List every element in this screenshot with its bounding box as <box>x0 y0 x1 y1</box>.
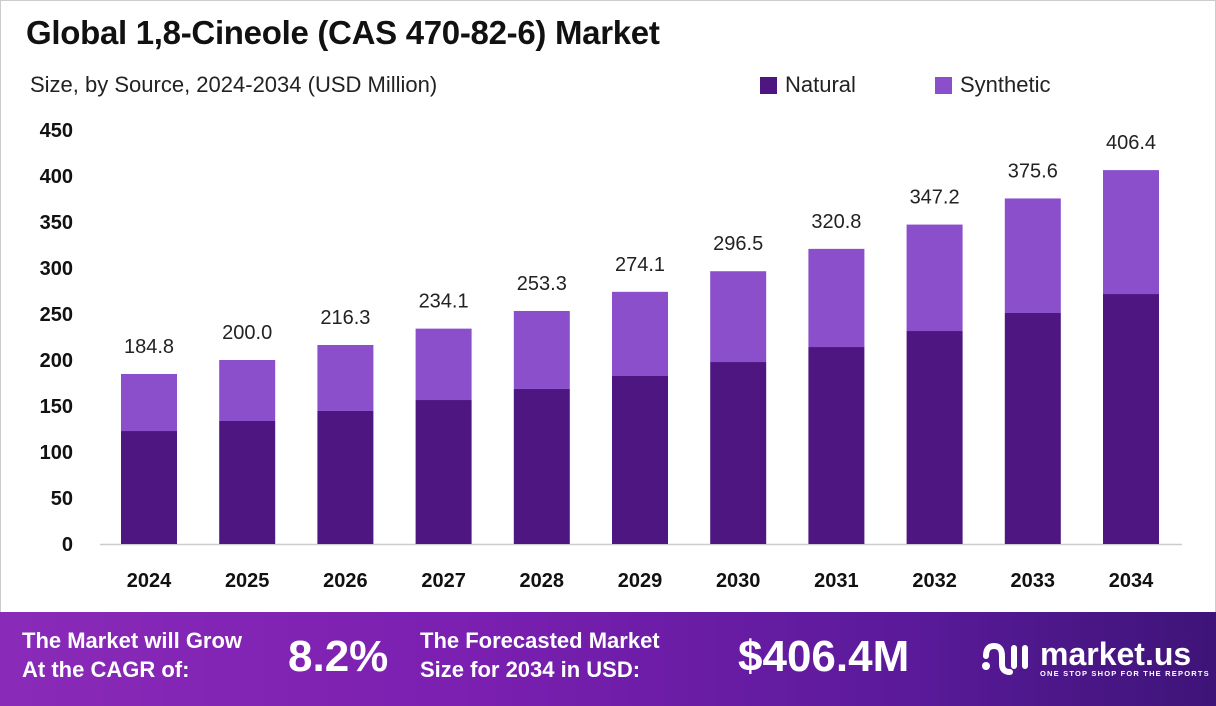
bar-synthetic-2034 <box>1103 170 1159 295</box>
cagr-label-line2: At the CAGR of: <box>22 657 190 682</box>
x-tick-label-2027: 2027 <box>421 570 466 592</box>
forecast-label-line1: The Forecasted Market <box>420 628 660 653</box>
logo-text: market.us <box>1040 635 1192 672</box>
total-label-2027: 234.1 <box>419 291 469 313</box>
legend-label-natural: Natural <box>785 72 856 97</box>
x-tick-label-2028: 2028 <box>520 570 565 592</box>
forecast-label-line2: Size for 2034 in USD: <box>420 657 641 682</box>
total-label-2034: 406.4 <box>1106 132 1156 154</box>
total-label-2028: 253.3 <box>517 273 567 295</box>
total-label-2033: 375.6 <box>1008 160 1058 182</box>
cagr-value: 8.2% <box>288 632 389 681</box>
bar-synthetic-2026 <box>317 345 374 411</box>
y-tick-label: 100 <box>40 442 73 464</box>
footer-banner: The Market will Grow At the CAGR of: 8.2… <box>0 612 1216 706</box>
total-label-2026: 216.3 <box>320 307 370 329</box>
total-label-2032: 347.2 <box>910 187 960 209</box>
bar-natural-2027 <box>415 400 472 544</box>
y-tick-label: 450 <box>40 120 73 142</box>
bar-synthetic-2030 <box>710 271 767 363</box>
x-tick-label-2030: 2030 <box>716 570 761 592</box>
x-tick-label-2034: 2034 <box>1109 570 1154 592</box>
total-label-2024: 184.8 <box>124 336 174 358</box>
legend-swatch-natural <box>760 76 777 94</box>
bar-synthetic-2031 <box>808 248 865 348</box>
bar-synthetic-2033 <box>1004 198 1061 313</box>
bar-synthetic-2028 <box>513 310 570 389</box>
bar-natural-2025 <box>219 420 276 544</box>
bar-natural-2033 <box>1004 312 1061 544</box>
market-us-logo-icon <box>982 642 1028 675</box>
total-label-2025: 200.0 <box>222 322 272 344</box>
y-tick-label: 200 <box>40 350 73 372</box>
x-tick-label-2033: 2033 <box>1011 570 1056 592</box>
bar-natural-2026 <box>317 410 374 544</box>
chart-title: Global 1,8-Cineole (CAS 470-82-6) Market <box>26 14 660 51</box>
logo-tagline: ONE STOP SHOP FOR THE REPORTS <box>1040 668 1210 678</box>
bar-synthetic-2029 <box>612 291 668 377</box>
legend-label-synthetic: Synthetic <box>960 72 1051 97</box>
y-tick-label: 50 <box>51 488 73 510</box>
bar-natural-2031 <box>808 347 865 544</box>
y-tick-label: 250 <box>40 304 73 326</box>
bar-natural-2029 <box>612 376 668 544</box>
y-tick-label: 0 <box>62 534 73 556</box>
forecast-value: $406.4M <box>738 632 910 681</box>
bar-natural-2030 <box>710 362 767 544</box>
bar-natural-2034 <box>1103 294 1159 544</box>
bar-natural-2032 <box>906 331 963 544</box>
y-tick-label: 400 <box>40 166 73 188</box>
market-us-logo: market.us ONE STOP SHOP FOR THE REPORTS <box>980 638 1210 678</box>
legend-swatch-synthetic <box>935 76 952 94</box>
bar-natural-2028 <box>513 388 570 544</box>
legend-synthetic: Synthetic <box>935 72 1051 98</box>
bar-chart: 0 50 100 150 200 250 300 350 400 450 184.8 2024 200.… <box>40 120 1182 592</box>
y-tick-label: 300 <box>40 258 73 280</box>
bar-synthetic-2024 <box>121 373 177 432</box>
bar-synthetic-2027 <box>415 328 472 401</box>
cagr-label-line1: The Market will Grow <box>22 628 243 653</box>
total-label-2031: 320.8 <box>811 211 861 233</box>
bar-synthetic-2025 <box>219 360 276 421</box>
x-tick-label-2025: 2025 <box>225 570 270 592</box>
x-tick-label-2032: 2032 <box>912 570 957 592</box>
bar-synthetic-2032 <box>906 224 963 332</box>
total-label-2030: 296.5 <box>713 233 763 255</box>
x-tick-label-2031: 2031 <box>814 570 859 592</box>
y-tick-label: 350 <box>40 212 73 234</box>
x-tick-label-2029: 2029 <box>618 570 663 592</box>
y-tick-label: 150 <box>40 396 73 418</box>
legend-natural: Natural <box>760 72 856 98</box>
bar-natural-2024 <box>121 431 177 544</box>
chart-subtitle: Size, by Source, 2024-2034 (USD Million) <box>30 72 438 97</box>
x-tick-label-2026: 2026 <box>323 570 368 592</box>
total-label-2029: 274.1 <box>615 254 665 276</box>
x-tick-label-2024: 2024 <box>127 570 172 592</box>
